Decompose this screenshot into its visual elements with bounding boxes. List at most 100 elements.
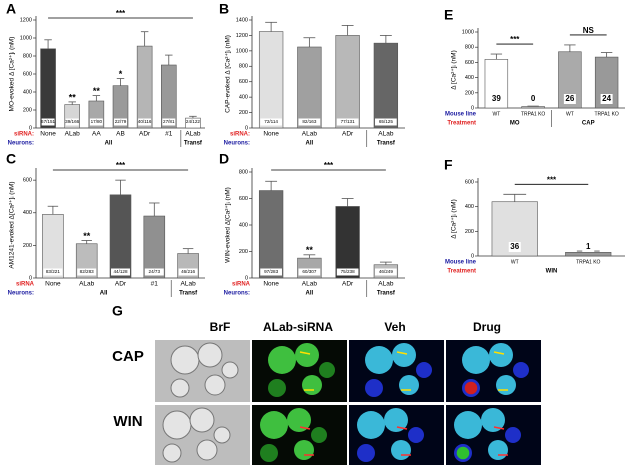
n-label: 40/116 [138, 119, 152, 124]
panel-label: E [444, 7, 453, 23]
row-label: siRNA [16, 282, 35, 288]
y-tick-label: 200 [465, 229, 474, 235]
n-label-box [563, 94, 576, 104]
row-label: siRNA: [14, 132, 34, 138]
n-label: 60/307 [302, 269, 316, 274]
n-label-box [89, 118, 103, 126]
n-label-box [77, 268, 97, 276]
n-label: 97/283 [264, 269, 278, 274]
bar [521, 106, 545, 109]
n-label-box [144, 268, 164, 276]
panel-label: C [6, 151, 16, 167]
y-tick-label: 1000 [20, 35, 32, 41]
arrow [299, 351, 311, 355]
y-tick-label: 400 [465, 204, 474, 210]
n-label: 0 [531, 94, 536, 103]
cell [204, 374, 226, 396]
x-tick-label: ALab [302, 281, 318, 288]
cell [454, 411, 482, 439]
arrow [493, 426, 505, 430]
row-label: Neurons: [8, 291, 34, 297]
row-label: siRNA [232, 282, 251, 288]
arrow [396, 426, 408, 430]
x-tick-label: #1 [151, 281, 159, 288]
error-bar [265, 21, 278, 32]
bar [136, 45, 153, 129]
bar [335, 206, 360, 279]
cell [162, 410, 192, 440]
cell [489, 343, 513, 367]
y-tick-label: 400 [465, 75, 474, 81]
x-tick-label: ALab [378, 281, 394, 288]
error-bar [165, 54, 173, 65]
error-bar [182, 248, 194, 254]
n-label-box [260, 118, 282, 126]
n-label: 67/151 [41, 119, 55, 124]
n-label-box [65, 118, 79, 126]
significance-stars: ** [306, 245, 314, 255]
y-tick-label: 1000 [236, 48, 248, 54]
error-bar [149, 202, 160, 217]
cell [170, 378, 190, 398]
significance-label: *** [547, 175, 557, 184]
n-label: 24 [602, 94, 611, 103]
x-tick-label: TRPA1 KO [594, 111, 618, 117]
n-label: 77/131 [341, 119, 355, 124]
panel-label: G [112, 303, 123, 319]
x-tick-label: WT [566, 111, 574, 117]
y-tick-label: 200 [465, 90, 474, 96]
y-axis-label: WIN-evoked Δ[Ca²⁺]ᵢ (nM) [225, 187, 232, 263]
cell [197, 342, 223, 368]
y-tick-label: 200 [23, 107, 32, 113]
cell [295, 343, 319, 367]
n-label-box [298, 268, 321, 276]
y-tick-label: 600 [239, 79, 248, 85]
panel-label: D [219, 151, 229, 167]
y-tick-label: 400 [239, 222, 248, 228]
n-label: 36 [510, 242, 519, 251]
bar [258, 31, 284, 129]
n-label: 46/216 [181, 269, 195, 274]
cell [170, 345, 200, 375]
n-label-box [508, 242, 521, 252]
x-tick-label: None [45, 281, 61, 288]
x-tick-label: WT [511, 259, 519, 265]
cell [302, 375, 322, 395]
error-bar [189, 115, 197, 119]
cell-response [464, 381, 478, 395]
error-bar [265, 180, 278, 191]
significance-stars: ** [93, 86, 101, 96]
x-tick-label: ALab [185, 131, 201, 138]
x-tick-label: WT [492, 111, 500, 117]
cell [384, 408, 408, 432]
n-label-box [186, 118, 200, 126]
y-tick-label: 0 [471, 253, 474, 259]
group-label: WIN [546, 269, 558, 275]
error-bar [116, 78, 125, 86]
n-label-box [375, 118, 397, 126]
significance-label: *** [324, 161, 334, 170]
n-label-box [111, 268, 130, 276]
y-tick-label: 800 [23, 53, 32, 59]
error-bar [600, 52, 613, 58]
column-header: ALab-siRNA [263, 320, 333, 334]
error-bar [92, 95, 101, 101]
n-label: 39/166 [65, 119, 79, 124]
cell [365, 379, 383, 397]
y-axis-label: CAP-evoked Δ [Ca²⁺]ᵢ (nM) [225, 35, 232, 113]
y-tick-label: 0 [29, 125, 32, 131]
significance-label: *** [510, 35, 520, 44]
x-tick-label: ADr [115, 281, 127, 288]
group-label: CAP [582, 121, 595, 127]
bar [109, 194, 132, 279]
cell [319, 362, 335, 378]
x-tick-label: None [263, 131, 279, 138]
significance-stars: ** [83, 231, 91, 241]
bar [373, 42, 399, 129]
bar [335, 35, 360, 129]
row-label: siRNA: [230, 132, 250, 138]
y-tick-label: 400 [23, 89, 32, 95]
n-label: 82/163 [302, 119, 316, 124]
cell [399, 375, 419, 395]
y-tick-label: 1200 [20, 17, 32, 23]
